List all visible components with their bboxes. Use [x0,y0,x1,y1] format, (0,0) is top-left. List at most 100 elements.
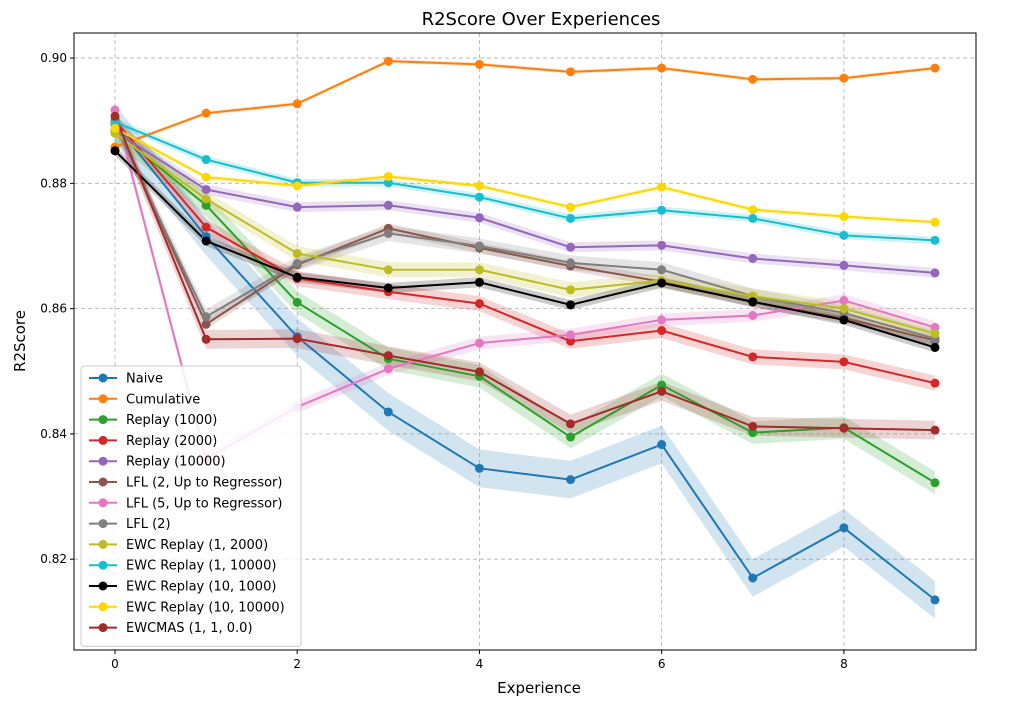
data-point [657,63,667,73]
data-point [839,315,849,325]
series-line-3 [114,120,936,385]
data-point [201,155,211,165]
data-point [748,254,758,264]
data-point [201,319,211,329]
legend-label: EWCMAS (1, 1, 0.0) [126,621,253,636]
data-point [748,213,758,223]
data-point [566,336,576,346]
data-point [292,297,302,307]
data-point [748,74,758,84]
data-point [383,407,393,417]
data-point [474,192,484,202]
band-8 [115,125,935,342]
legend-label: Replay (1000) [126,413,217,428]
x-axis-ticks: 0 2 4 6 8 [111,650,848,671]
data-point [383,178,393,188]
data-point [748,428,758,438]
data-point [474,265,484,275]
legend-label: EWC Replay (1, 10000) [126,559,276,574]
data-point [748,311,758,321]
x-tick-label: 0 [111,657,119,671]
y-axis-ticks: 0.82 0.84 0.86 0.88 0.90 [40,51,74,566]
data-point [748,421,758,431]
data-point [292,99,302,109]
legend-label: Cumulative [126,392,200,407]
data-point [292,259,302,269]
x-tick-label: 6 [658,657,666,671]
legend-marker [98,415,108,425]
data-point [566,419,576,429]
legend-label: EWC Replay (10, 10000) [126,600,285,615]
x-tick-label: 8 [840,657,848,671]
data-point [748,297,758,307]
legend-label: LFL (2, Up to Regressor) [126,476,282,491]
y-tick-label: 0.88 [40,176,67,190]
series-line-11 [114,127,936,224]
data-point [657,380,667,390]
legend-marker [98,560,108,570]
data-point [474,241,484,251]
legend: Naive Cumulative Replay (1000) Replay (2000… [80,365,302,647]
data-point [474,277,484,287]
data-point [930,478,940,488]
band-11 [115,125,935,225]
data-point [657,315,667,325]
data-point [839,230,849,240]
data-point [110,111,120,121]
series-line-8 [114,132,936,335]
series-markers [110,56,940,605]
data-point [839,357,849,367]
data-point [566,202,576,212]
data-point [930,378,940,388]
y-tick-label: 0.84 [40,427,67,441]
data-point [383,228,393,238]
data-point [292,248,302,258]
data-point [657,182,667,192]
data-point [566,67,576,77]
data-point [474,181,484,191]
data-point [566,285,576,295]
data-point [292,272,302,282]
y-axis-label: R2Score [11,310,29,372]
band-9 [115,118,935,245]
series-line-12 [114,115,936,432]
data-point [566,213,576,223]
legend-label: LFL (2) [126,517,171,532]
data-point [383,364,393,374]
legend-label: Naive [126,372,163,387]
data-point [839,212,849,222]
legend-marker [98,602,108,612]
x-tick-label: 2 [293,657,301,671]
legend-box [80,365,302,647]
data-point [839,523,849,533]
data-point [930,329,940,339]
band-4 [115,126,935,278]
legend-marker [98,456,108,466]
series-line-1 [114,60,936,148]
legend-marker [98,539,108,549]
data-point [839,73,849,83]
data-point [201,236,211,246]
data-point [474,213,484,223]
legend-label: Replay (2000) [126,434,217,449]
data-point [566,258,576,268]
y-tick-label: 0.82 [40,552,67,566]
series-lines [114,60,936,601]
data-point [657,326,667,336]
data-point [201,185,211,195]
data-point [930,235,940,245]
legend-marker [98,394,108,404]
data-point [930,63,940,73]
data-point [839,295,849,305]
data-point [383,265,393,275]
legend-marker [98,623,108,633]
data-point [474,367,484,377]
data-point [474,299,484,309]
data-point [930,595,940,605]
data-point [657,240,667,250]
legend-marker [98,435,108,445]
series-line-0 [114,123,936,601]
plot-frame [73,32,977,651]
data-point [474,463,484,473]
